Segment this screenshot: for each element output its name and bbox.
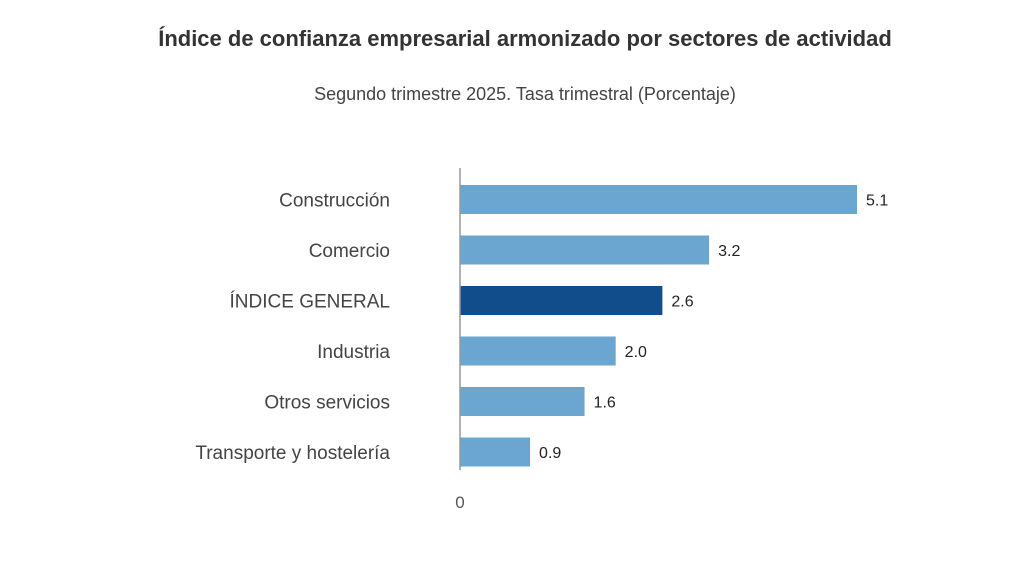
bar [460,286,663,315]
bar [460,235,710,265]
data-label: 3.2 [718,243,740,260]
data-label: 0.9 [539,445,561,462]
data-label: 2.0 [625,344,647,361]
chart-subtitle: Segundo trimestre 2025. Tasa trimestral … [314,84,736,104]
bar [460,387,585,416]
bar [460,437,531,467]
category-label: Industria [317,342,390,363]
category-label: Construcción [279,191,390,212]
data-label: 2.6 [671,294,693,311]
data-label: 5.1 [866,193,888,210]
bar [460,185,857,214]
bar [460,336,616,366]
category-label: Comercio [309,241,390,262]
category-label: ÍNDICE GENERAL [230,292,390,313]
data-label: 1.6 [594,395,616,412]
chart-title: Índice de confianza empresarial armoniza… [158,26,892,51]
category-label: Otros servicios [264,393,390,414]
x-tick-label: 0 [455,493,464,512]
category-label: Transporte y hostelería [195,443,390,464]
